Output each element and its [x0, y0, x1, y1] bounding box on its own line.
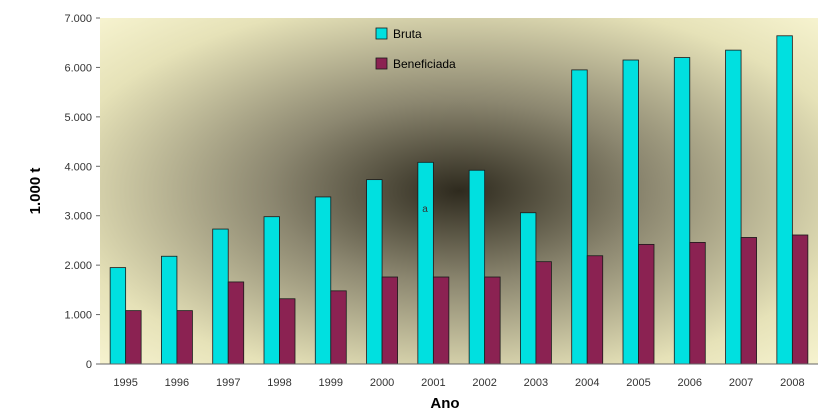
bar-bruta-1996 [161, 256, 177, 364]
bar-beneficiada-1996 [177, 311, 193, 364]
plot-area [100, 18, 818, 364]
y-axis-title: 1.000 t [27, 168, 44, 215]
bar-bruta-1999 [315, 197, 331, 364]
bar-bruta-2002 [469, 170, 485, 364]
y-tick-label: 4.000 [64, 161, 92, 173]
bar-beneficiada-1997 [228, 282, 244, 364]
x-tick-label: 1999 [319, 377, 343, 389]
x-tick-label: 2008 [780, 377, 804, 389]
bar-beneficiada-2004 [587, 256, 603, 364]
legend-label-beneficiada: Beneficiada [393, 57, 456, 71]
x-axis-title: Ano [430, 395, 459, 411]
x-tick-label: 2006 [678, 377, 702, 389]
annotation-label: a [422, 204, 428, 215]
y-tick-label: 1.000 [64, 310, 92, 322]
bar-bruta-2003 [520, 213, 536, 364]
legend-label-bruta: Bruta [393, 27, 422, 41]
x-tick-label: 2004 [575, 377, 599, 389]
bar-beneficiada-2003 [536, 262, 552, 364]
bar-beneficiada-1999 [331, 291, 347, 364]
x-tick-label: 2000 [370, 377, 394, 389]
bar-beneficiada-2001 [433, 277, 449, 364]
bar-beneficiada-2006 [690, 242, 706, 364]
y-tick-label: 7.000 [64, 13, 92, 25]
bar-bruta-2001 [418, 162, 434, 364]
bar-bruta-1995 [110, 268, 126, 364]
bar-beneficiada-2007 [741, 237, 757, 364]
legend-swatch-bruta [376, 28, 387, 39]
bar-bruta-2000 [367, 180, 383, 364]
x-tick-label: 2007 [729, 377, 753, 389]
bar-bruta-2008 [777, 36, 793, 364]
bar-bruta-1997 [213, 229, 229, 364]
bar-bruta-2004 [572, 70, 588, 364]
y-tick-label: 0 [86, 359, 92, 371]
y-tick-label: 5.000 [64, 112, 92, 124]
y-tick-label: 3.000 [64, 211, 92, 223]
bar-bruta-2006 [674, 58, 690, 364]
y-tick-label: 2.000 [64, 260, 92, 272]
x-tick-label: 1995 [113, 377, 137, 389]
x-tick-label: 2003 [524, 377, 548, 389]
bar-beneficiada-2005 [639, 244, 655, 364]
bar-beneficiada-2000 [382, 277, 398, 364]
x-tick-label: 1996 [165, 377, 189, 389]
bar-beneficiada-1995 [126, 311, 141, 364]
x-tick-label: 1997 [216, 377, 240, 389]
bar-bruta-2005 [623, 60, 639, 364]
x-tick-label: 2001 [421, 377, 445, 389]
y-tick-label: 6.000 [64, 62, 92, 74]
x-tick-label: 2002 [472, 377, 496, 389]
bar-beneficiada-1998 [280, 299, 296, 364]
bar-bruta-1998 [264, 217, 280, 364]
legend-swatch-beneficiada [376, 58, 387, 69]
bar-beneficiada-2002 [485, 277, 501, 364]
bar-bruta-2007 [726, 50, 742, 364]
x-tick-label: 2005 [626, 377, 650, 389]
x-tick-label: 1998 [267, 377, 291, 389]
bar-beneficiada-2008 [792, 235, 808, 364]
